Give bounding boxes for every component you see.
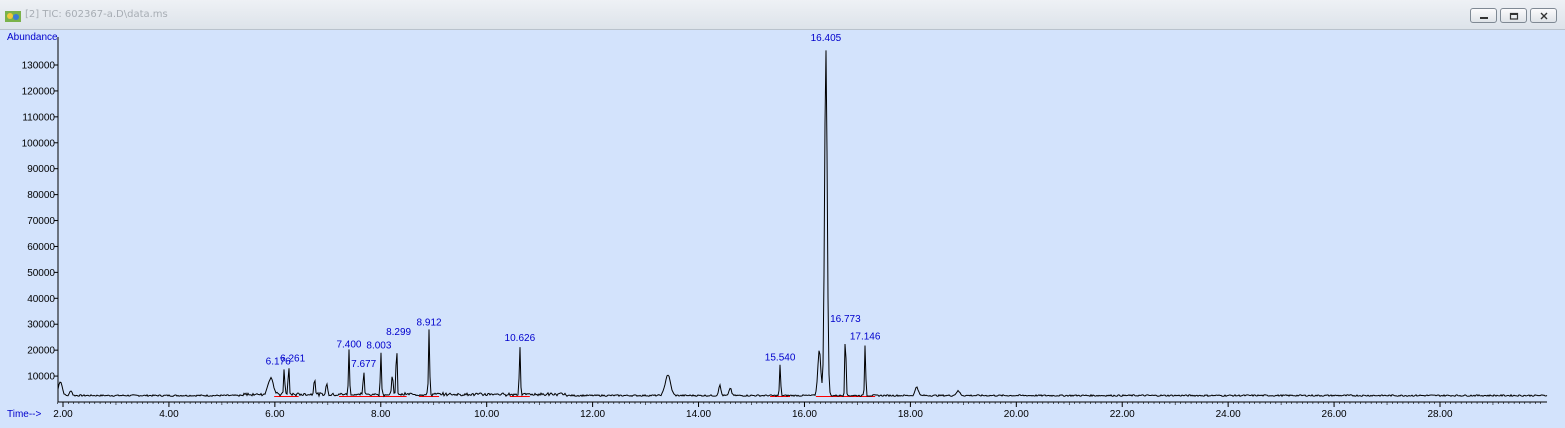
y-tick-label: 50000 (27, 268, 55, 279)
x-tick-label: 6.00 (265, 409, 285, 420)
peak-label: 8.912 (417, 317, 442, 328)
y-tick-label: 130000 (22, 61, 56, 72)
x-tick-label: 14.00 (686, 409, 711, 420)
window-titlebar: [2] TIC: 602367-a.D\data.ms (0, 0, 1565, 30)
x-tick-label: 10.00 (474, 409, 499, 420)
y-tick-label: 90000 (27, 164, 55, 175)
x-axis-label: Time--> (7, 409, 42, 420)
x-tick-label: 16.00 (792, 409, 817, 420)
peak-label: 8.299 (386, 327, 411, 338)
peak-label: 10.626 (505, 333, 536, 344)
x-tick-label: 2.00 (53, 409, 73, 420)
y-tick-label: 80000 (27, 190, 55, 201)
close-icon (1540, 12, 1548, 20)
y-tick-label: 60000 (27, 242, 55, 253)
peak-label: 17.146 (850, 332, 881, 343)
y-tick-label: 40000 (27, 294, 55, 305)
peak-label: 7.400 (336, 339, 361, 350)
x-tick-label: 28.00 (1427, 409, 1452, 420)
restore-icon (1509, 12, 1519, 20)
tic-trace (57, 50, 1548, 398)
x-tick-label: 24.00 (1216, 409, 1241, 420)
peak-label: 8.003 (366, 341, 391, 352)
y-tick-label: 120000 (22, 86, 56, 97)
peak-label: 16.405 (811, 33, 842, 44)
peak-label: 7.677 (351, 359, 376, 370)
x-tick-label: 22.00 (1110, 409, 1135, 420)
y-tick-label: 20000 (27, 346, 55, 357)
y-tick-label: 10000 (27, 372, 55, 383)
x-tick-label: 18.00 (898, 409, 923, 420)
x-tick-label: 8.00 (371, 409, 391, 420)
chromatogram-chart[interactable]: Abundance Time--> 10000 20000 30000 40000 50… (0, 30, 1565, 428)
axes: 10000 20000 30000 40000 50000 60000 70000 80000… (22, 37, 1547, 420)
close-button[interactable] (1530, 8, 1557, 23)
y-tick-label: 110000 (22, 112, 55, 123)
x-tick-label: 4.00 (159, 409, 179, 420)
chemstation-icon (5, 8, 21, 22)
y-axis-label: Abundance (7, 32, 58, 43)
y-tick-label: 70000 (27, 216, 55, 227)
window-title: [2] TIC: 602367-a.D\data.ms (25, 9, 168, 20)
x-tick-label: 26.00 (1322, 409, 1347, 420)
restore-button[interactable] (1500, 8, 1527, 23)
chromatogram-plot[interactable]: Abundance Time--> 10000 20000 30000 40000 50… (0, 30, 1565, 428)
y-tick-label: 30000 (27, 320, 55, 331)
peak-label: 16.773 (830, 314, 861, 325)
peak-label: 6.261 (280, 354, 305, 365)
minimize-button[interactable] (1470, 8, 1497, 23)
x-tick-label: 20.00 (1004, 409, 1029, 420)
peak-label: 6.176 (266, 356, 291, 367)
minimize-icon (1480, 17, 1488, 19)
y-tick-label: 100000 (22, 138, 56, 149)
x-tick-label: 12.00 (580, 409, 605, 420)
peak-label: 15.540 (765, 352, 796, 363)
